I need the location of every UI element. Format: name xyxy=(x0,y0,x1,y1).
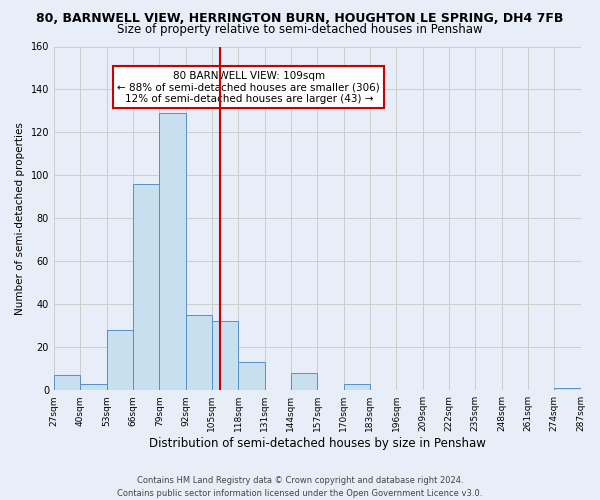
Bar xyxy=(107,330,133,390)
Text: Size of property relative to semi-detached houses in Penshaw: Size of property relative to semi-detach… xyxy=(117,22,483,36)
Bar xyxy=(238,362,265,390)
Bar xyxy=(212,322,238,390)
Text: 80, BARNWELL VIEW, HERRINGTON BURN, HOUGHTON LE SPRING, DH4 7FB: 80, BARNWELL VIEW, HERRINGTON BURN, HOUG… xyxy=(37,12,563,26)
X-axis label: Distribution of semi-detached houses by size in Penshaw: Distribution of semi-detached houses by … xyxy=(149,437,485,450)
Bar xyxy=(80,384,107,390)
Y-axis label: Number of semi-detached properties: Number of semi-detached properties xyxy=(15,122,25,315)
Text: 80 BARNWELL VIEW: 109sqm
← 88% of semi-detached houses are smaller (306)
12% of : 80 BARNWELL VIEW: 109sqm ← 88% of semi-d… xyxy=(118,70,380,104)
Bar xyxy=(344,384,370,390)
Text: Contains HM Land Registry data © Crown copyright and database right 2024.
Contai: Contains HM Land Registry data © Crown c… xyxy=(118,476,482,498)
Bar xyxy=(159,113,185,390)
Bar xyxy=(133,184,159,390)
Bar xyxy=(54,375,80,390)
Bar xyxy=(554,388,581,390)
Bar xyxy=(291,373,317,390)
Bar xyxy=(185,315,212,390)
